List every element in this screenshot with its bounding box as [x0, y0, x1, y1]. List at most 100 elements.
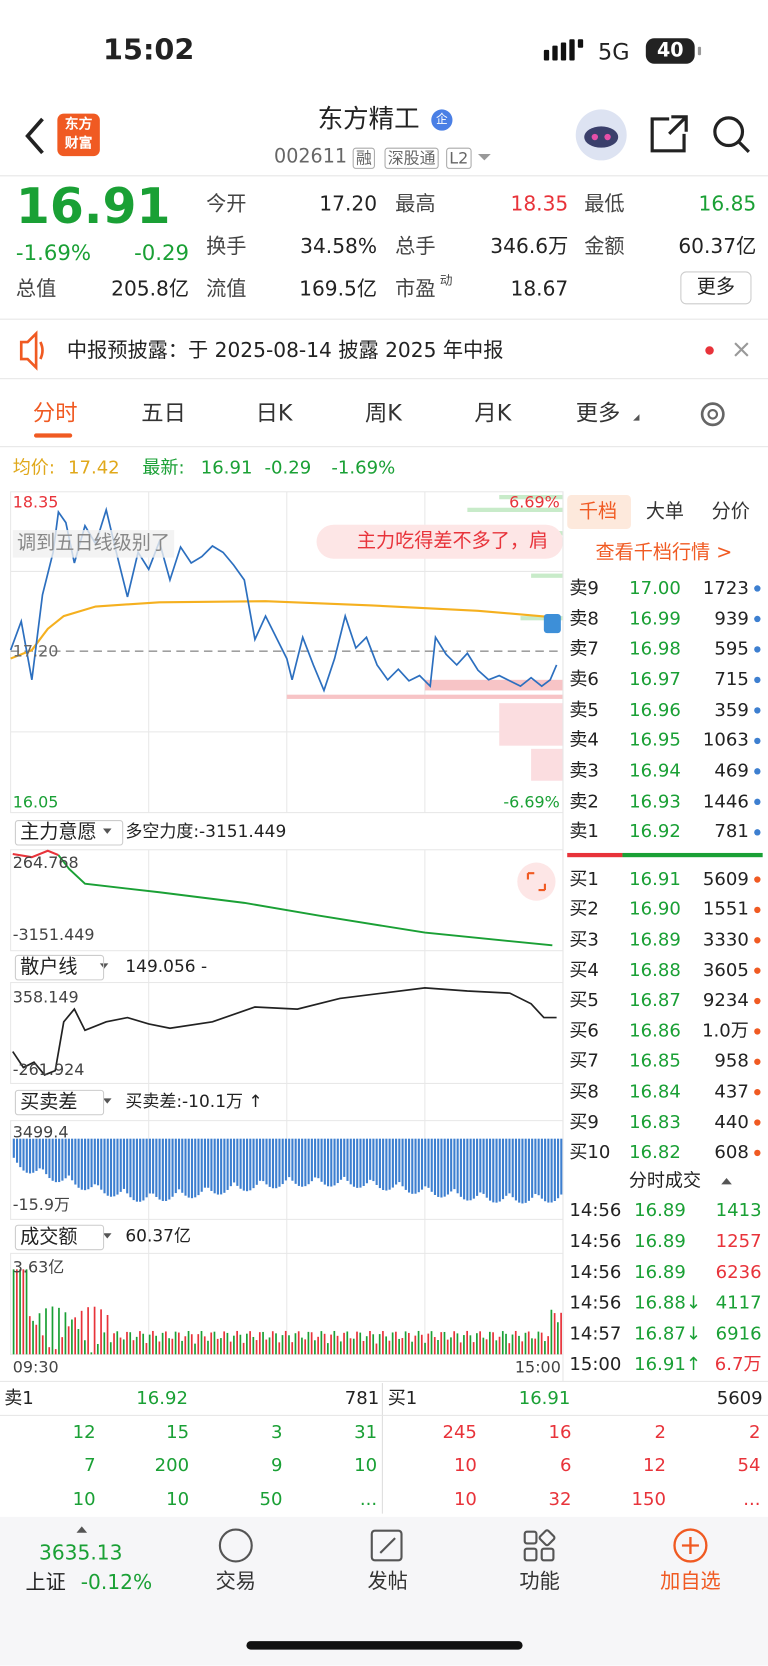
turnover-bar	[349, 1338, 352, 1355]
diff-bar	[181, 1138, 184, 1193]
turnover-bar	[544, 1341, 546, 1355]
close-notice[interactable]	[734, 342, 749, 357]
turnover-bar	[135, 1336, 138, 1355]
diff-bar	[38, 1138, 41, 1169]
level-label: 卖4	[569, 730, 599, 752]
turnover-bar	[281, 1335, 284, 1355]
diff-bar	[518, 1138, 521, 1203]
queue-size: 6	[559, 1455, 572, 1477]
nav-item[interactable]: 交易	[215, 1569, 256, 1593]
more-button-box[interactable]	[680, 271, 752, 305]
diff-bar	[265, 1138, 268, 1185]
turnover-bar	[113, 1333, 115, 1355]
diff-bar	[12, 1138, 15, 1158]
indicator-name[interactable]: 主力意愿	[14, 820, 124, 846]
more-button[interactable]: 更多	[696, 276, 736, 299]
diff-bar	[343, 1138, 346, 1177]
indicator-name[interactable]: 买卖差	[14, 1090, 105, 1116]
stock-tag: 融	[352, 147, 375, 169]
turnover-bar	[369, 1331, 371, 1355]
nav-item[interactable]: 加自选	[660, 1569, 721, 1593]
dropdown-arrow[interactable]	[477, 154, 491, 161]
depth-link[interactable]: 查看千档行情 >	[595, 541, 733, 565]
diff-bar	[93, 1138, 96, 1185]
turnover-bar	[58, 1307, 60, 1355]
level-volume: 958	[714, 1050, 749, 1073]
chart-tab[interactable]: 分时	[32, 400, 78, 427]
diff-bar	[453, 1138, 456, 1190]
level-volume: 3605	[702, 959, 749, 982]
depth-tab[interactable]: 大单	[645, 500, 685, 523]
diff-bar	[229, 1138, 232, 1187]
active-depth-tab[interactable]	[567, 494, 631, 529]
level-dot	[754, 1028, 761, 1035]
depth-tab[interactable]: 千档	[578, 500, 618, 523]
level-volume: 715	[714, 669, 749, 691]
turnover-bar	[511, 1334, 514, 1355]
turnover-bar	[304, 1339, 307, 1355]
turnover-bar	[505, 1333, 507, 1355]
chart-tab[interactable]: 更多	[575, 400, 621, 427]
diff-bar	[258, 1138, 262, 1181]
diff-bar	[472, 1138, 475, 1199]
diff-bar	[514, 1138, 518, 1201]
turnover-bar	[443, 1331, 446, 1355]
level-volume: 437	[714, 1081, 749, 1103]
level-label: 买6	[569, 1020, 599, 1042]
diff-bar	[64, 1138, 67, 1179]
diff-bar	[155, 1138, 158, 1197]
indicator-reading: 买卖差:-10.1万 ↑	[125, 1091, 263, 1112]
trades-title: 分时成交	[628, 1170, 702, 1192]
search-button[interactable]	[713, 116, 745, 148]
chart-tab[interactable]: 日K	[255, 400, 293, 427]
turnover-bar	[514, 1330, 517, 1355]
trade-time: 14:56	[569, 1230, 622, 1253]
turnover-bar	[184, 1336, 187, 1355]
nav-item[interactable]: 发帖	[367, 1569, 408, 1593]
divider	[0, 1414, 768, 1416]
diff-bar	[459, 1138, 462, 1197]
level-label: 买4	[569, 959, 599, 982]
turnover-bar	[440, 1332, 443, 1355]
expand-button[interactable]	[517, 862, 556, 901]
diff-bar	[210, 1138, 213, 1191]
badge-circle	[431, 109, 453, 131]
diff-bar	[398, 1138, 401, 1183]
depth-tab[interactable]: 分价	[711, 500, 750, 523]
index-toggle[interactable]	[76, 1526, 88, 1533]
level-price: 16.93	[629, 791, 681, 813]
profile-bar	[424, 679, 563, 691]
diff-bar	[485, 1138, 488, 1198]
trades-toggle[interactable]	[721, 1177, 732, 1185]
chart-tab[interactable]: 五日	[141, 400, 186, 427]
chart-comment: 主力吃得差不多了，肩	[356, 530, 549, 553]
indicator-bottom: -3151.449	[12, 925, 95, 945]
level-label: 卖8	[569, 608, 599, 630]
profile-bar	[499, 703, 563, 746]
diff-bar	[304, 1138, 307, 1187]
chart-tab[interactable]: 月K	[474, 400, 512, 427]
turnover-bar	[15, 1269, 18, 1355]
nav-item[interactable]: 功能	[519, 1569, 560, 1593]
indicator-name[interactable]: 散户线	[14, 955, 105, 981]
diff-bar	[174, 1138, 177, 1194]
back-button[interactable]	[25, 117, 44, 155]
share-button[interactable]	[650, 115, 688, 153]
average-price-line	[10, 600, 553, 660]
chart-tab[interactable]: 周K	[364, 400, 402, 427]
turnover-bar	[190, 1334, 193, 1355]
level-price: 16.98	[629, 638, 681, 660]
stat-label: 总手	[395, 234, 436, 258]
axis-high: 18.35	[12, 492, 59, 512]
turnover-bar	[187, 1331, 190, 1355]
notice-text[interactable]: 中报预披露：于 2025-08-14 披露 2025 年中报	[66, 338, 504, 362]
level-price: 16.88	[629, 959, 681, 982]
stat-value: 169.5亿	[299, 276, 378, 301]
indicator-name[interactable]: 成交额	[14, 1224, 105, 1250]
stat-label: 换手	[206, 234, 247, 258]
level-dot	[754, 906, 761, 914]
level-dot	[754, 646, 761, 653]
settings-button[interactable]	[700, 402, 725, 427]
level-dot	[754, 1058, 761, 1065]
turnover-bar	[54, 1349, 57, 1355]
